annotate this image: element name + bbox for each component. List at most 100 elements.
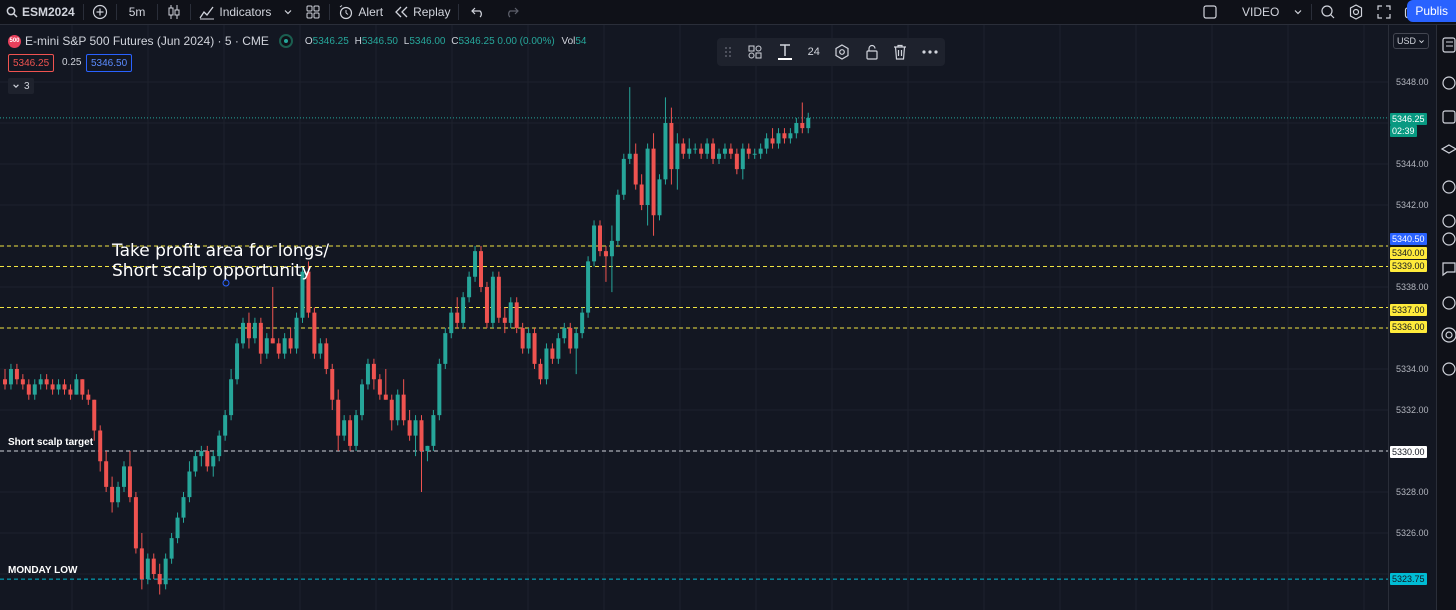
candle (728, 143, 733, 159)
candle (508, 297, 513, 328)
annotation-line-2: Short scalp opportunity (112, 261, 312, 281)
chart-pane[interactable] (0, 25, 1388, 610)
target-icon[interactable] (1439, 229, 1456, 249)
drawing-toolbar: 24 (717, 38, 945, 66)
candle (98, 425, 103, 472)
candle (14, 363, 19, 385)
candle (514, 297, 519, 334)
level-tag: 5340.00 (1390, 247, 1427, 259)
candle (389, 394, 394, 431)
indicators-button[interactable]: Indicators (193, 0, 277, 24)
candle (365, 358, 370, 390)
candle (175, 512, 180, 544)
watchlist-icon[interactable] (1439, 35, 1456, 55)
candle (490, 271, 495, 328)
text-color-icon[interactable] (777, 43, 793, 61)
settings-hex-icon[interactable] (834, 44, 850, 60)
replay-label: Replay (413, 5, 451, 19)
collapse-indicators-button[interactable]: 3 (8, 78, 34, 94)
take-profit-annotation[interactable]: Take profit area for longs/ Short scalp … (112, 241, 329, 281)
undo-icon (471, 7, 483, 18)
buy-price-button[interactable]: 5346.50 (86, 54, 133, 72)
layout-toggle-button[interactable] (1196, 0, 1224, 24)
replay-button[interactable]: Replay (389, 0, 456, 24)
ohlc-values: O5346.25 H5346.50 L5346.00 C5346.25 0.00… (305, 36, 587, 47)
chart-type-button[interactable] (160, 0, 188, 24)
ideas-icon[interactable] (1439, 293, 1456, 313)
calendar-icon[interactable] (1439, 107, 1456, 127)
toolbar-divider (329, 4, 331, 20)
candle (479, 246, 483, 293)
fullscreen-icon (1377, 5, 1391, 19)
broadcast-icon[interactable] (1439, 325, 1456, 345)
symbol-search-button[interactable]: ESM2024 (0, 0, 81, 24)
candle (443, 328, 448, 369)
layouts-button[interactable] (299, 0, 327, 24)
settings-button[interactable] (1342, 0, 1370, 24)
alert-button[interactable]: Alert (332, 0, 389, 24)
candle (639, 174, 644, 211)
candle (133, 492, 138, 554)
toolbar-divider (157, 4, 159, 20)
video-dropdown[interactable] (1287, 0, 1309, 24)
candle (62, 379, 67, 395)
candle (229, 369, 234, 421)
candle (270, 287, 275, 344)
candles (3, 87, 811, 595)
candle (211, 451, 216, 477)
template-icon[interactable] (747, 44, 763, 60)
level-tag: 5323.75 (1390, 573, 1427, 585)
price-label: 5328.00 (1396, 487, 1429, 497)
candle (621, 153, 626, 200)
redo-button[interactable] (495, 0, 529, 24)
legend-title[interactable]: E-mini S&P 500 Futures (Jun 2024) · 5 · … (25, 34, 269, 48)
chevron-down-icon (1419, 39, 1424, 43)
indicators-dropdown[interactable] (277, 0, 299, 24)
compare-button[interactable] (86, 0, 114, 24)
lock-icon[interactable] (865, 44, 879, 60)
candle (145, 553, 150, 585)
sell-price-button[interactable]: 5346.25 (8, 54, 55, 72)
alerts-icon[interactable] (1439, 73, 1456, 93)
video-button[interactable]: VIDEO (1242, 5, 1280, 19)
candle (264, 333, 269, 359)
trash-icon[interactable] (893, 44, 907, 60)
undo-button[interactable] (461, 0, 495, 24)
quick-search-button[interactable] (1314, 0, 1342, 24)
candle (461, 292, 466, 328)
price-label: 5332.00 (1396, 405, 1429, 415)
market-status-dot[interactable] (278, 34, 293, 48)
fullscreen-button[interactable] (1370, 0, 1398, 24)
layers-icon[interactable] (1439, 141, 1456, 161)
font-size-button[interactable]: 24 (807, 46, 820, 58)
candle (788, 128, 793, 144)
currency-button[interactable]: USD (1393, 33, 1429, 49)
price-chart[interactable] (0, 25, 1388, 610)
candle (705, 138, 710, 159)
currency-label: USD (1397, 36, 1417, 46)
low-value: 5346.00 (409, 35, 446, 47)
candle (550, 343, 555, 364)
short-scalp-target-label[interactable]: Short scalp target (8, 437, 94, 448)
candle (294, 312, 299, 354)
chat-icon[interactable] (1439, 259, 1456, 279)
candle (663, 97, 668, 185)
interval-button[interactable]: 5m (128, 5, 146, 19)
candle (342, 415, 347, 441)
candle (627, 87, 632, 164)
candle (598, 220, 602, 257)
more-icon[interactable] (922, 50, 938, 54)
spread-value: 0.25 (62, 56, 82, 68)
candle (80, 379, 85, 400)
candle (419, 415, 424, 492)
monday-low-label[interactable]: MONDAY LOW (8, 565, 78, 576)
price-label: 5326.00 (1396, 528, 1429, 538)
clock-icon[interactable] (1439, 177, 1456, 197)
chart-grid (0, 25, 1388, 610)
publish-button[interactable]: Publis (1407, 0, 1456, 22)
redo-icon (508, 7, 520, 18)
candle (526, 328, 531, 354)
news-icon[interactable] (1439, 211, 1456, 231)
drag-handle-icon[interactable] (724, 45, 732, 59)
help-icon[interactable] (1439, 359, 1456, 379)
